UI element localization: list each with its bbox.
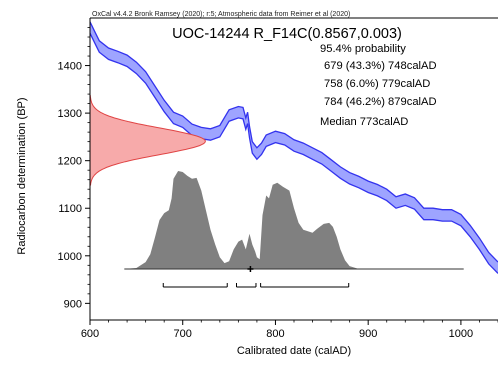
annotation-range-3: 784 (46.2%) 879calAD	[324, 96, 437, 108]
x-tick-label-700: 700	[174, 328, 192, 340]
x-tick-label-1000: 1000	[449, 328, 473, 340]
radiocarbon-distribution	[89, 95, 206, 186]
radiocarbon-fill	[90, 95, 206, 186]
annotation-range-1: 679 (43.3%) 748calAD	[324, 60, 437, 72]
calibration-curve-band	[89, 21, 498, 274]
annotation-probability: 95.4% probability	[320, 43, 406, 55]
y-tick-label-1000: 1000	[58, 251, 82, 263]
chart-title-text: UOC-14244 R_F14C(0.8567,0.003)	[172, 26, 402, 42]
y-tick-label-1400: 1400	[58, 61, 82, 73]
probability-range-bars	[162, 283, 350, 288]
calibration-curve-fill	[90, 21, 498, 274]
y-tick-label-1200: 1200	[58, 156, 82, 168]
x-axis-label: Calibrated date (calAD)	[236, 345, 352, 357]
posterior-density	[124, 171, 464, 272]
y-tick-label-1300: 1300	[58, 108, 82, 120]
y-axis-label: Radiocarbon determination (BP)	[16, 97, 28, 255]
y-tick-label-1100: 1100	[58, 203, 82, 215]
x-tick-label-600: 600	[81, 328, 99, 340]
chart-title: UOC-14244 R_F14C(0.8567,0.003)	[0, 26, 498, 42]
annotation-median: Median 773calAD	[320, 116, 409, 128]
y-tick-label-900: 900	[64, 298, 82, 310]
annotation-range-2: 758 (6.0%) 779calAD	[324, 78, 431, 90]
posterior-fill	[124, 171, 464, 269]
x-tick-label-800: 800	[266, 328, 284, 340]
calibration-curve-lower	[89, 32, 498, 274]
x-tick-label-900: 900	[359, 328, 377, 340]
calibration-curve-upper	[89, 21, 498, 263]
radiocarbon-outline	[89, 95, 206, 186]
axes-frame: 900 1000 1100 1200 1300 1400 600 700 800 900 1000	[58, 17, 498, 340]
chart-credit: OxCal v4.4.2 Bronk Ramsey (2020); r:5; A…	[92, 11, 351, 18]
